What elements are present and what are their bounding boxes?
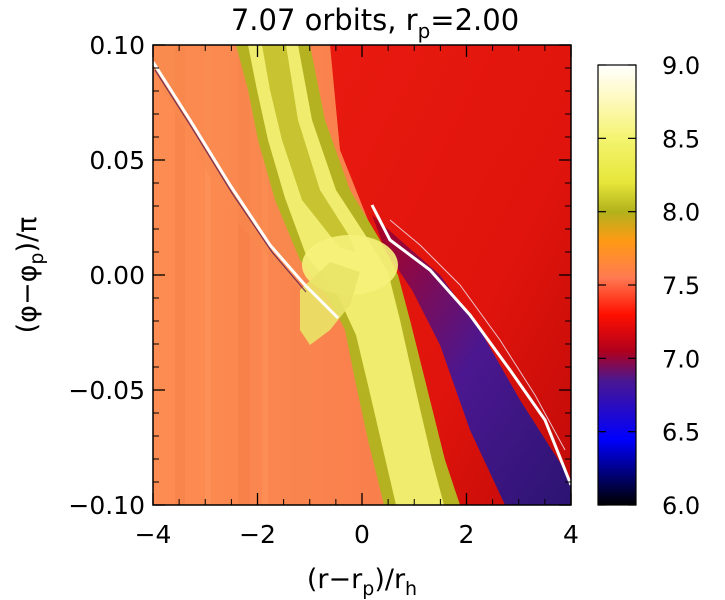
x-tick-label: −4	[135, 520, 172, 549]
x-tick-label: −2	[239, 520, 276, 549]
heatmap-image	[153, 45, 571, 505]
colorbar-tick-label: 8.0	[662, 199, 700, 227]
colorbar-tick-label: 9.0	[662, 52, 700, 80]
inner-shock-front	[153, 61, 340, 320]
colorbar-tick-label: 6.0	[662, 492, 700, 520]
x-axis-ticks: −4 −2 0 2 4	[135, 45, 579, 549]
inner-spiral-arm	[300, 262, 360, 345]
y-tick-label: −0.05	[68, 376, 145, 405]
y-axis-label: (φ−φp)/π	[12, 217, 48, 334]
y-tick-label: 0.10	[89, 31, 145, 60]
chart-title: 7.07 orbits, rp=2.00	[231, 3, 519, 43]
inner-shock-front-dark	[154, 69, 307, 293]
y-tick-label: 0.05	[89, 146, 145, 175]
colorbar-ticks: 9.0 8.5 8.0 7.5 7.0 6.5 6.0	[598, 52, 700, 520]
outer-shock-front	[370, 204, 571, 486]
x-axis-label: (r−rp)/rh	[307, 564, 417, 600]
svg-text:7.07 orbits, rp=2.00: 7.07 orbits, rp=2.00	[231, 3, 519, 43]
spiral-arm-inner-stripe	[262, 45, 356, 252]
x-tick-label: 2	[459, 520, 475, 549]
x-tick-label: 0	[354, 520, 370, 549]
y-tick-label: 0.00	[89, 261, 145, 290]
colorbar-tick-label: 7.5	[662, 272, 700, 300]
svg-text:(φ−φp)/π: (φ−φp)/π	[12, 217, 48, 334]
inner-shock-strip	[153, 45, 330, 305]
outer-shock-front-secondary	[389, 219, 566, 451]
svg-text:(r−rp)/rh: (r−rp)/rh	[307, 564, 417, 600]
colorbar-tick-label: 7.0	[662, 345, 700, 373]
y-axis-ticks: 0.10 0.05 0.00 −0.05 −0.10	[68, 31, 571, 520]
colorbar-tick-label: 8.5	[662, 125, 700, 153]
colorbar-tick-label: 6.5	[662, 419, 700, 447]
post-shock-wedge	[372, 215, 571, 505]
y-tick-label: −0.10	[68, 491, 145, 520]
x-tick-label: 4	[563, 520, 579, 549]
